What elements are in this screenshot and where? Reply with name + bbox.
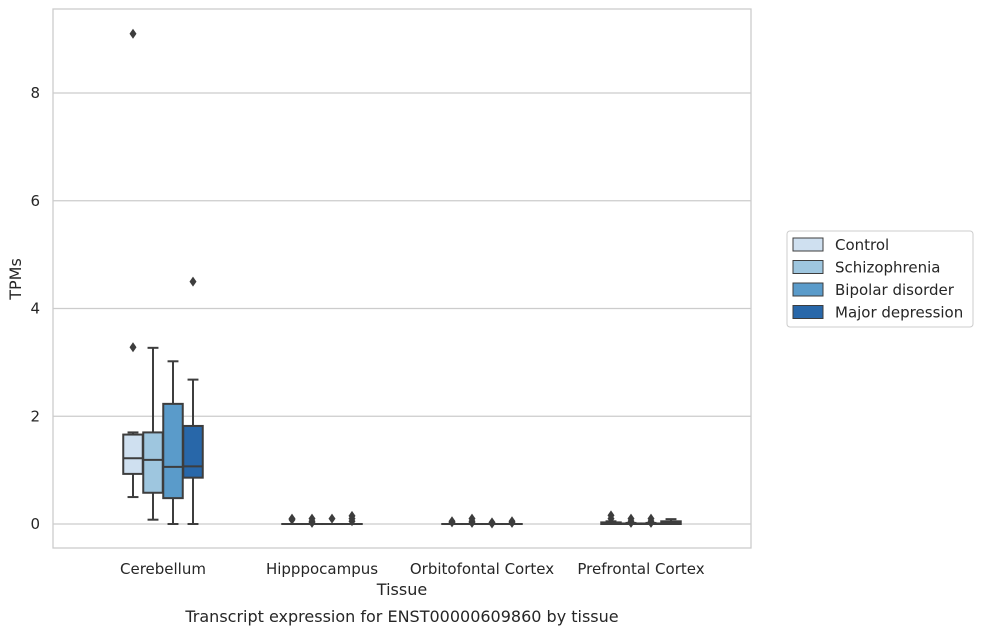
series-schizophrenia	[142, 346, 642, 528]
legend-label: Major depression	[835, 304, 963, 322]
legend-swatch	[792, 260, 824, 274]
outlier-point	[607, 513, 615, 524]
x-tick-label: Prefrontal Cortex	[577, 560, 704, 578]
legend-swatch	[792, 237, 824, 252]
y-tick-label: 6	[30, 192, 40, 210]
box	[600, 510, 622, 525]
box	[301, 513, 323, 528]
box-body	[162, 402, 184, 500]
box	[122, 28, 144, 499]
outlier-point	[348, 516, 356, 527]
legend-item: Major depression	[792, 304, 963, 322]
box	[481, 517, 503, 529]
box-body	[182, 424, 204, 479]
outlier-point	[448, 517, 456, 528]
box-body	[142, 431, 164, 494]
plot-frame	[52, 8, 752, 549]
x-tick-label: Cerebellum	[120, 560, 206, 578]
legend-label: Schizophrenia	[835, 259, 940, 277]
y-axis-ticks: 0 2 4 6 8	[30, 84, 40, 533]
box	[461, 513, 483, 528]
box	[142, 346, 164, 521]
outlier-point	[488, 518, 496, 529]
outlier-point	[189, 276, 197, 287]
legend-swatch	[792, 305, 824, 319]
legend-frame	[786, 230, 974, 328]
outlier-point	[627, 517, 635, 528]
legend-label: Control	[835, 236, 889, 254]
outlier-point	[129, 342, 137, 353]
box	[620, 513, 642, 528]
box	[501, 516, 523, 528]
legend-item: Control	[792, 236, 889, 254]
y-axis-label: TPMs	[6, 258, 25, 301]
y-tick-label: 4	[30, 300, 40, 318]
box	[441, 516, 463, 528]
legend-swatch	[792, 282, 824, 297]
outlier-point	[328, 513, 336, 524]
outlier-point	[308, 517, 316, 528]
x-axis-label: Tissue	[376, 580, 427, 599]
x-tick-label: Orbitofontal Cortex	[410, 560, 554, 578]
y-tick-label: 8	[30, 84, 40, 102]
outlier-point	[647, 517, 655, 528]
legend-item: Bipolar disorder	[792, 281, 955, 299]
y-tick-label: 0	[30, 515, 40, 533]
box	[281, 513, 303, 526]
x-axis-ticks: Cerebellum Hipppocampus Orbitofontal Corte…	[120, 560, 705, 578]
box	[341, 510, 363, 527]
chart-caption: Transcript expression for ENST0000060986…	[184, 607, 618, 626]
x-tick-label: Hipppocampus	[266, 560, 378, 578]
legend-label: Bipolar disorder	[835, 281, 955, 299]
box	[182, 276, 204, 525]
legend-item: Schizophrenia	[792, 259, 940, 277]
outlier-point	[129, 28, 137, 39]
box	[660, 518, 682, 526]
box-series	[122, 28, 682, 529]
y-tick-label: 2	[30, 407, 40, 425]
outlier-point	[508, 517, 516, 528]
legend: Control Schizophrenia Bipolar disorder Majo…	[786, 230, 974, 328]
series-bipolar-disorder	[162, 360, 662, 529]
box	[640, 513, 662, 528]
box	[162, 360, 184, 525]
series-major-depression	[182, 276, 682, 528]
box-body	[122, 433, 144, 475]
outlier-point	[288, 514, 296, 525]
outlier-point	[468, 517, 476, 528]
box	[321, 513, 343, 526]
